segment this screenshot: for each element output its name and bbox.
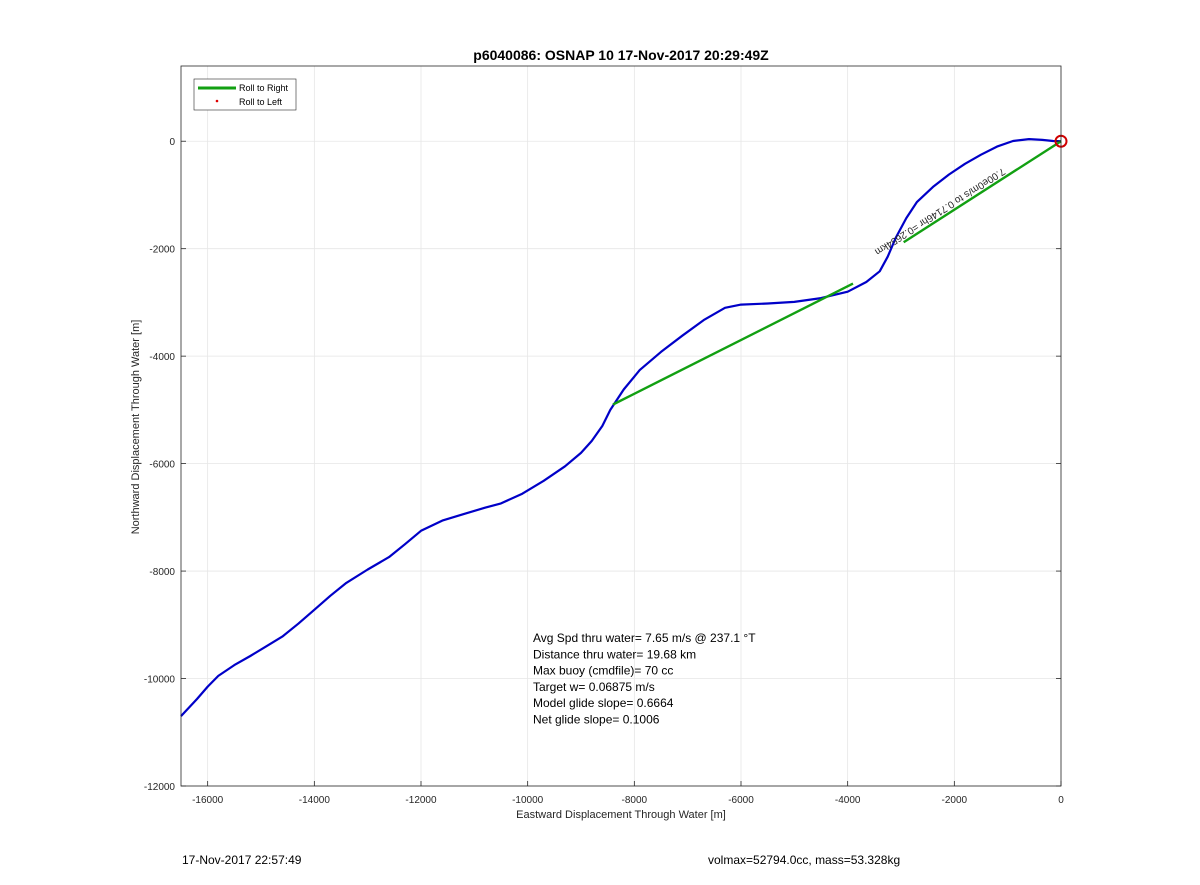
chart-title: p6040086: OSNAP 10 17-Nov-2017 20:29:49Z: [473, 47, 769, 63]
x-tick-label: -8000: [622, 795, 648, 806]
legend-roll-right-label: Roll to Right: [239, 83, 289, 93]
stats-line: Distance thru water= 19.68 km: [533, 647, 696, 661]
y-tick-label: -8000: [149, 567, 175, 578]
y-tick-label: -6000: [149, 460, 175, 471]
x-tick-label: -2000: [942, 795, 968, 806]
x-tick-label: 0: [1058, 795, 1064, 806]
axes-box: [180, 65, 1062, 787]
rotated-annotation: 7.00e0m/s to 0.7146hr =0.2654km: [873, 165, 1007, 257]
footer-timestamp: 17-Nov-2017 22:57:49: [182, 853, 302, 867]
y-tick-label: -12000: [144, 782, 176, 793]
legend: Roll to Right Roll to Left: [193, 78, 297, 111]
legend-roll-left-label: Roll to Left: [239, 97, 283, 107]
stats-annotation: Avg Spd thru water= 7.65 m/s @ 237.1 °T D…: [533, 631, 756, 727]
track-line: [180, 138, 1062, 717]
x-axis-label: Eastward Displacement Through Water [m]: [516, 809, 726, 821]
x-tick-label: -6000: [728, 795, 754, 806]
x-tick-label: -12000: [405, 795, 437, 806]
legend-box: [193, 78, 297, 111]
x-tick-label: -4000: [835, 795, 861, 806]
x-tick-label: -10000: [512, 795, 544, 806]
y-tick-label: -2000: [149, 245, 175, 256]
grid-lines: [181, 66, 1062, 787]
y-tick-label: -10000: [144, 675, 176, 686]
stats-line: Max buoy (cmdfile)= 70 cc: [533, 664, 673, 678]
stats-line: Target w= 0.06875 m/s: [533, 680, 655, 694]
roll-right-segment: [612, 282, 854, 406]
legend-roll-left-swatch: [215, 99, 219, 103]
stats-line: Model glide slope= 0.6664: [533, 696, 674, 710]
y-axis-label: Northward Displacement Through Water [m]: [130, 320, 142, 535]
stats-line: Avg Spd thru water= 7.65 m/s @ 237.1 °T: [533, 631, 756, 645]
data-layer: 7.00e0m/s to 0.7146hr =0.2654km: [180, 134, 1068, 717]
y-tick-label: 0: [169, 137, 175, 148]
y-tick-label: -4000: [149, 352, 175, 363]
x-tick-label: -16000: [192, 795, 224, 806]
footer-volmax-mass: volmax=52794.0cc, mass=53.328kg: [708, 853, 901, 867]
x-tick-label: -14000: [299, 795, 331, 806]
roll-right-segment: [903, 140, 1062, 244]
tick-labels: -16000 -14000 -12000 -10000 -8000 -6000 -4000 -…: [144, 137, 1064, 806]
stats-line: Net glide slope= 0.1006: [533, 713, 660, 727]
